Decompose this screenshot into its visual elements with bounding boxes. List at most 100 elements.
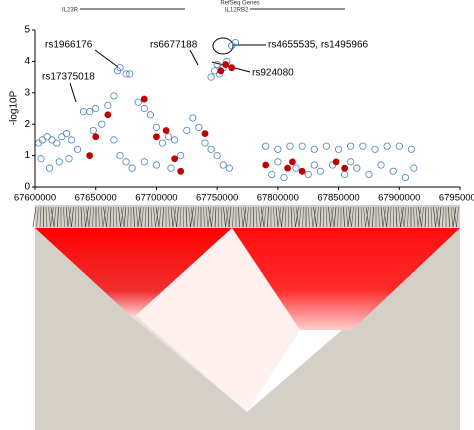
point	[171, 155, 179, 163]
point	[225, 164, 233, 172]
point	[62, 130, 71, 138]
snp-tick	[284, 206, 287, 228]
snp-tick	[133, 206, 135, 228]
snp-tick	[188, 206, 191, 228]
snp-tick	[109, 206, 112, 228]
point	[371, 145, 379, 153]
snp-tick	[223, 206, 226, 228]
snp-tick	[365, 206, 370, 228]
point	[222, 61, 230, 68]
snp-tick	[351, 206, 354, 228]
snp-tick	[193, 206, 197, 228]
snp-tick	[378, 206, 380, 228]
point	[158, 139, 167, 147]
snp-tick	[162, 206, 164, 228]
snp-tick	[214, 206, 217, 228]
point	[286, 142, 294, 150]
snp-tick	[176, 206, 179, 228]
point	[268, 170, 276, 179]
point	[37, 155, 45, 163]
point	[86, 108, 94, 116]
snp-tick	[211, 206, 214, 228]
point	[383, 142, 391, 150]
point	[126, 70, 134, 78]
point	[353, 164, 361, 172]
point	[298, 167, 306, 175]
snp-tick	[260, 206, 265, 228]
point	[395, 142, 403, 150]
snp-tick	[263, 206, 267, 228]
point	[122, 158, 130, 166]
snp-tick	[347, 206, 352, 228]
annotation: rs6677188	[150, 40, 198, 51]
point	[211, 67, 219, 75]
snp-tick	[345, 206, 349, 228]
point	[213, 60, 221, 69]
point	[195, 123, 203, 131]
snp-tick	[120, 206, 125, 228]
snp-tick	[435, 206, 440, 228]
point	[45, 164, 54, 172]
snp-tick	[330, 206, 334, 228]
snp-tick	[456, 206, 459, 228]
snp-tick	[452, 206, 457, 228]
point	[189, 114, 197, 122]
point	[116, 152, 124, 160]
snp-tick	[179, 206, 182, 228]
snp-tick	[295, 206, 300, 228]
ld-heatmap	[32, 205, 460, 430]
point	[201, 139, 209, 147]
point	[228, 64, 236, 72]
annotation-pointer	[69, 82, 77, 103]
point	[152, 161, 161, 169]
snp-tick	[197, 206, 199, 228]
snp-tick	[275, 206, 279, 228]
snp-tick	[120, 206, 124, 228]
snp-tick	[448, 206, 450, 228]
snp-tick	[246, 206, 249, 228]
snp-tick	[173, 206, 177, 228]
point	[262, 142, 270, 150]
snp-tick	[319, 206, 322, 228]
point	[207, 145, 215, 153]
annotation: rs4655535, rs1495966	[268, 40, 369, 51]
snp-tick	[386, 206, 389, 228]
snp-tick	[207, 206, 212, 228]
gene-track-title: RefSeq Genes	[220, 1, 259, 7]
point	[213, 152, 221, 160]
snp-tick	[255, 206, 258, 228]
point	[146, 111, 154, 119]
snp-tick	[354, 206, 357, 228]
snp-tick	[363, 206, 366, 228]
snp-tick	[53, 206, 57, 228]
snp-tick	[85, 206, 89, 228]
snp-tick	[308, 206, 310, 228]
point	[274, 158, 282, 166]
snp-tick	[337, 206, 339, 228]
point	[284, 164, 291, 172]
snp-tick	[115, 206, 118, 228]
point	[65, 155, 73, 163]
x-tick-label: 67600000	[14, 193, 56, 204]
snp-tick	[190, 206, 194, 228]
y-tick-label: 4	[24, 56, 30, 67]
snp-tick	[232, 206, 234, 228]
snp-tick	[395, 206, 398, 228]
snp-tick	[277, 206, 282, 228]
snp-tick	[127, 206, 129, 228]
x-tick-label: 67800000	[257, 193, 299, 204]
point	[110, 136, 118, 144]
snp-tick	[228, 206, 232, 228]
x-tick-label: 67750000	[196, 193, 238, 204]
snp-ticks	[32, 206, 459, 228]
snp-tick	[316, 206, 319, 228]
point	[55, 158, 63, 166]
snp-tick	[418, 206, 422, 228]
annotation: rs17375018	[42, 72, 95, 83]
snp-tick	[63, 206, 65, 228]
point	[377, 161, 385, 169]
snp-tick	[50, 206, 55, 228]
snp-tick	[365, 206, 369, 228]
snp-tick	[302, 206, 304, 228]
snp-tick	[155, 206, 160, 228]
